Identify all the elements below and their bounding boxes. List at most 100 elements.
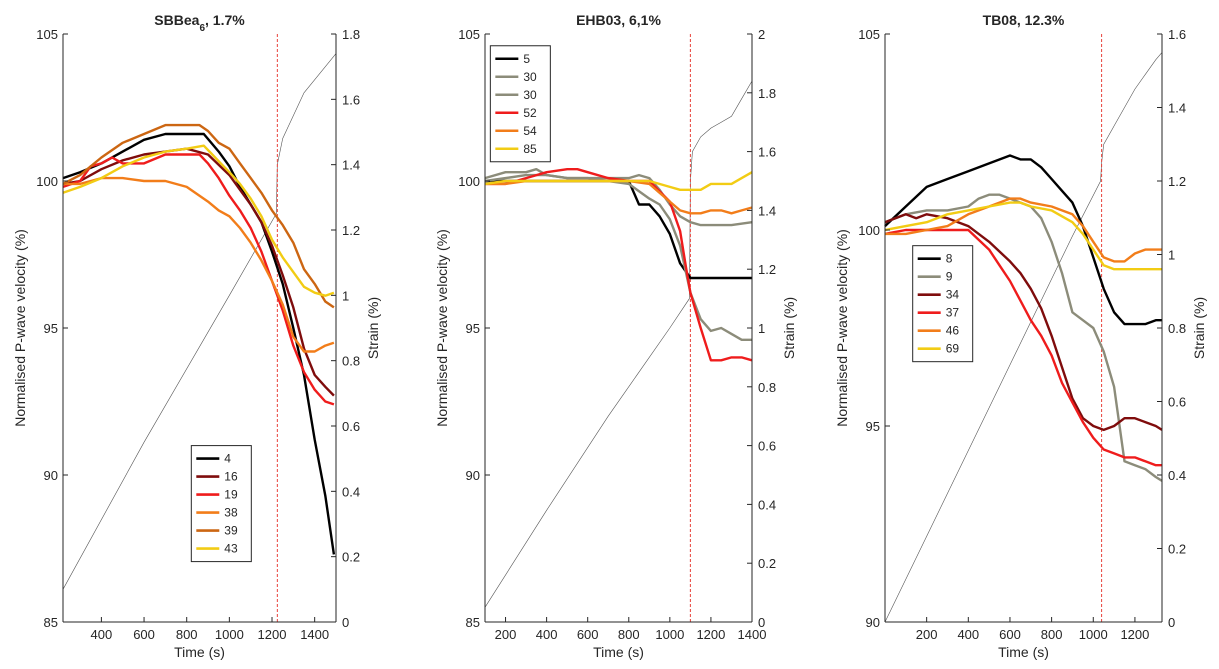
y-tick-label: 90: [866, 615, 880, 630]
series-line-85: [484, 171, 753, 192]
panel-title: SBBea6, 1.7%: [154, 12, 245, 34]
x-tick-label: 400: [957, 627, 979, 642]
x-tick-label: 600: [133, 627, 155, 642]
y2-tick-label: 1.6: [342, 92, 360, 107]
x-tick-label: 600: [577, 627, 599, 642]
y2-tick-label: 1.2: [342, 223, 360, 238]
y2-tick-label: 1: [342, 288, 349, 303]
y-tick-label: 85: [466, 615, 480, 630]
x-tick-label: 1200: [258, 627, 287, 642]
y-tick-label: 95: [866, 419, 880, 434]
x-tick-label: 1400: [300, 627, 329, 642]
legend-label-39: 39: [224, 524, 238, 538]
strain-line: [884, 52, 1163, 623]
legend-box: [190, 445, 252, 563]
series-line-19: [62, 153, 335, 406]
x-tick-label: 400: [91, 627, 113, 642]
series-line-5: [485, 179, 752, 280]
y2-tick-label: 0.4: [758, 497, 776, 512]
series-line-9: [884, 193, 1163, 482]
y2-tick-label: 0.2: [758, 556, 776, 571]
series-line-43: [62, 144, 335, 297]
y2-tick-label: 1.4: [342, 158, 360, 173]
y2-tick-label: 0: [342, 615, 349, 630]
legend-label-30: 30: [523, 70, 537, 84]
y2-tick-label: 1.6: [1168, 27, 1186, 42]
y-tick-label: 90: [44, 468, 58, 483]
legend-label-43: 43: [224, 542, 238, 556]
legend-label-19: 19: [224, 488, 238, 502]
y-tick-label: 105: [458, 27, 480, 42]
series-line-54: [485, 179, 753, 215]
legend-label-8: 8: [946, 252, 953, 266]
panel-title-text: SBBea: [154, 12, 199, 28]
y2-tick-label: 0.4: [342, 484, 360, 499]
x-tick-label: 800: [1041, 627, 1063, 642]
x-tick-label: 800: [176, 627, 198, 642]
legend-label-9: 9: [946, 270, 953, 284]
y2-tick-label: 0.2: [1168, 542, 1186, 557]
y2-tick-label: 1.2: [1168, 174, 1186, 189]
y-tick-label: 100: [458, 174, 480, 189]
y-tick-label: 95: [44, 321, 58, 336]
x-tick-label: 1000: [655, 627, 684, 642]
x-tick-label: 1200: [696, 627, 725, 642]
legend-label-52: 52: [523, 106, 537, 120]
series-line-69: [884, 201, 1162, 271]
x-tick-label: 1400: [738, 627, 767, 642]
legend-label-30: 30: [523, 88, 537, 102]
legend: 5 30 30 52 54 85: [489, 45, 551, 163]
y2-tick-label: 2: [758, 27, 765, 42]
panel-title: EHB03, 6,1%: [576, 12, 661, 28]
panel-title-text: EHB03, 6,1%: [576, 12, 661, 28]
panel-ehb03: 200 400 600 800 1000 1200 1400 85 90 95 100 105 0 0.2…: [434, 12, 797, 660]
series-line-8: [884, 154, 1162, 326]
y-tick-label: 95: [466, 321, 480, 336]
y-axis-title: Normalised P-wave velocity (%): [434, 229, 450, 427]
series-line-16: [62, 147, 335, 397]
x-tick-label: 1200: [1120, 627, 1149, 642]
series-line-39: [62, 123, 335, 309]
legend-label-69: 69: [946, 342, 960, 356]
legend-label-4: 4: [224, 452, 231, 466]
legend: 8 9 34 37 46 69: [912, 245, 974, 363]
x-tick-label: 1000: [1079, 627, 1108, 642]
y2-tick-label: 0.2: [342, 550, 360, 565]
y2-tick-label: 0.6: [342, 419, 360, 434]
panel-title-text: TB08, 12.3%: [983, 12, 1065, 28]
y2-tick-label: 0.8: [342, 354, 360, 369]
legend-label-85: 85: [523, 142, 537, 156]
legend-label-5: 5: [523, 52, 530, 66]
series-line-30: [484, 167, 753, 227]
y-tick-label: 100: [858, 223, 880, 238]
x-axis-title: Time (s): [174, 644, 225, 660]
legend-label-38: 38: [224, 506, 238, 520]
y2-tick-label: 1: [1168, 248, 1175, 263]
y2-tick-label: 1.2: [758, 262, 776, 277]
y-tick-label: 105: [858, 27, 880, 42]
series-line-30: [484, 173, 752, 341]
y-axis-title: Normalised P-wave velocity (%): [834, 229, 850, 427]
y2-tick-label: 1.4: [758, 203, 776, 218]
x-axis-title: Time (s): [593, 644, 644, 660]
y2-tick-label: 1.4: [1168, 101, 1186, 116]
panel-title-subscript: 6: [199, 23, 205, 34]
legend: 4 16 19 38 39 43: [190, 445, 252, 563]
y2-axis-title: Strain (%): [1191, 297, 1207, 359]
x-axis-title: Time (s): [998, 644, 1049, 660]
legend-box: [912, 245, 974, 363]
y2-tick-label: 1.8: [758, 86, 776, 101]
y2-tick-label: 0: [1168, 615, 1175, 630]
series-line-46: [885, 197, 1162, 263]
legend-label-37: 37: [946, 306, 960, 320]
y2-tick-label: 0.6: [1168, 395, 1186, 410]
panel-sbbea6: 400 600 800 1000 1200 1400 85 90 95 100 105 0 0.2 0.4…: [12, 12, 381, 660]
x-tick-label: 1000: [215, 627, 244, 642]
y2-tick-label: 1.6: [758, 145, 776, 160]
y2-tick-label: 0.8: [758, 380, 776, 395]
y2-tick-label: 0: [758, 615, 765, 630]
panel-title: TB08, 12.3%: [983, 12, 1065, 28]
y2-tick-label: 0.8: [1168, 321, 1186, 336]
legend-label-54: 54: [523, 124, 537, 138]
